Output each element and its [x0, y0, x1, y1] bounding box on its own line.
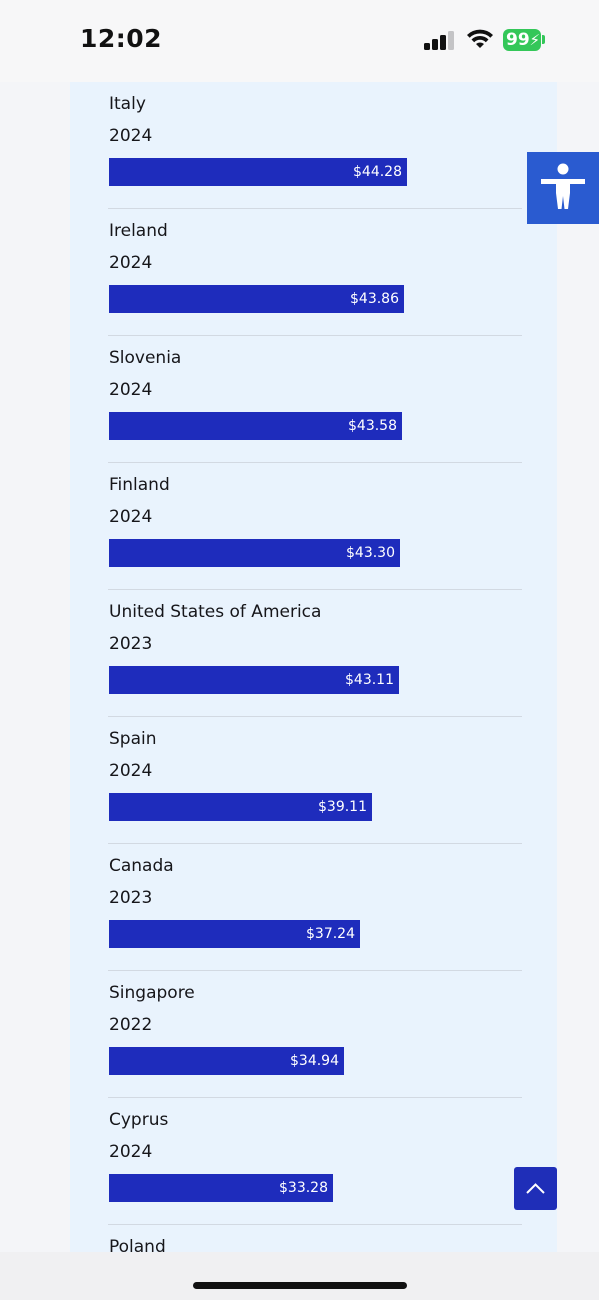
page-content[interactable]: Italy 2024 $44.28 Ireland 2024 $43.86 Sl… — [0, 82, 599, 1252]
battery-icon: 99 ⚡ — [503, 29, 541, 51]
country-name: United States of America — [109, 602, 322, 622]
year-label: 2024 — [109, 507, 153, 527]
list-item: Canada 2023 $37.24 — [108, 844, 522, 971]
value-bar: $43.58 — [109, 412, 402, 440]
status-time: 12:02 — [80, 24, 163, 53]
list-item: Poland — [108, 1225, 522, 1252]
list-item: Finland 2024 $43.30 — [108, 463, 522, 590]
country-name: Canada — [109, 856, 174, 876]
country-bar-list: Italy 2024 $44.28 Ireland 2024 $43.86 Sl… — [70, 82, 557, 1252]
accessibility-person-icon — [541, 163, 585, 209]
country-name: Slovenia — [109, 348, 182, 368]
year-label: 2024 — [109, 1142, 153, 1162]
value-bar: $43.30 — [109, 539, 400, 567]
list-item: Spain 2024 $39.11 — [108, 717, 522, 844]
chevron-up-icon — [526, 1183, 545, 1194]
accessibility-button[interactable] — [527, 152, 599, 224]
wifi-icon — [467, 29, 493, 48]
battery-level: 99 — [506, 30, 530, 50]
value-bar: $43.86 — [109, 285, 404, 313]
bottom-bar — [0, 1252, 599, 1300]
country-name: Italy — [109, 94, 146, 114]
year-label: 2024 — [109, 761, 153, 781]
country-name: Singapore — [109, 983, 195, 1003]
home-indicator[interactable] — [193, 1282, 407, 1289]
list-item: Italy 2024 $44.28 — [108, 82, 522, 209]
country-name: Poland — [109, 1237, 166, 1252]
value-bar: $34.94 — [109, 1047, 344, 1075]
value-bar: $33.28 — [109, 1174, 333, 1202]
scroll-to-top-button[interactable] — [514, 1167, 557, 1210]
list-item: Slovenia 2024 $43.58 — [108, 336, 522, 463]
battery-tip — [542, 35, 545, 44]
country-name: Ireland — [109, 221, 168, 241]
list-item: Cyprus 2024 $33.28 — [108, 1098, 522, 1225]
value-bar: $43.11 — [109, 666, 399, 694]
country-name: Finland — [109, 475, 170, 495]
country-name: Spain — [109, 729, 157, 749]
year-label: 2023 — [109, 888, 153, 908]
list-item: United States of America 2023 $43.11 — [108, 590, 522, 717]
year-label: 2024 — [109, 380, 153, 400]
cellular-signal-icon — [424, 30, 456, 50]
list-item: Ireland 2024 $43.86 — [108, 209, 522, 336]
value-bar: $37.24 — [109, 920, 360, 948]
year-label: 2024 — [109, 253, 153, 273]
year-label: 2022 — [109, 1015, 153, 1035]
list-item: Singapore 2022 $34.94 — [108, 971, 522, 1098]
year-label: 2024 — [109, 126, 153, 146]
value-bar: $44.28 — [109, 158, 407, 186]
country-name: Cyprus — [109, 1110, 169, 1130]
value-bar: $39.11 — [109, 793, 372, 821]
status-bar: 12:02 99 ⚡ — [0, 0, 599, 82]
year-label: 2023 — [109, 634, 153, 654]
